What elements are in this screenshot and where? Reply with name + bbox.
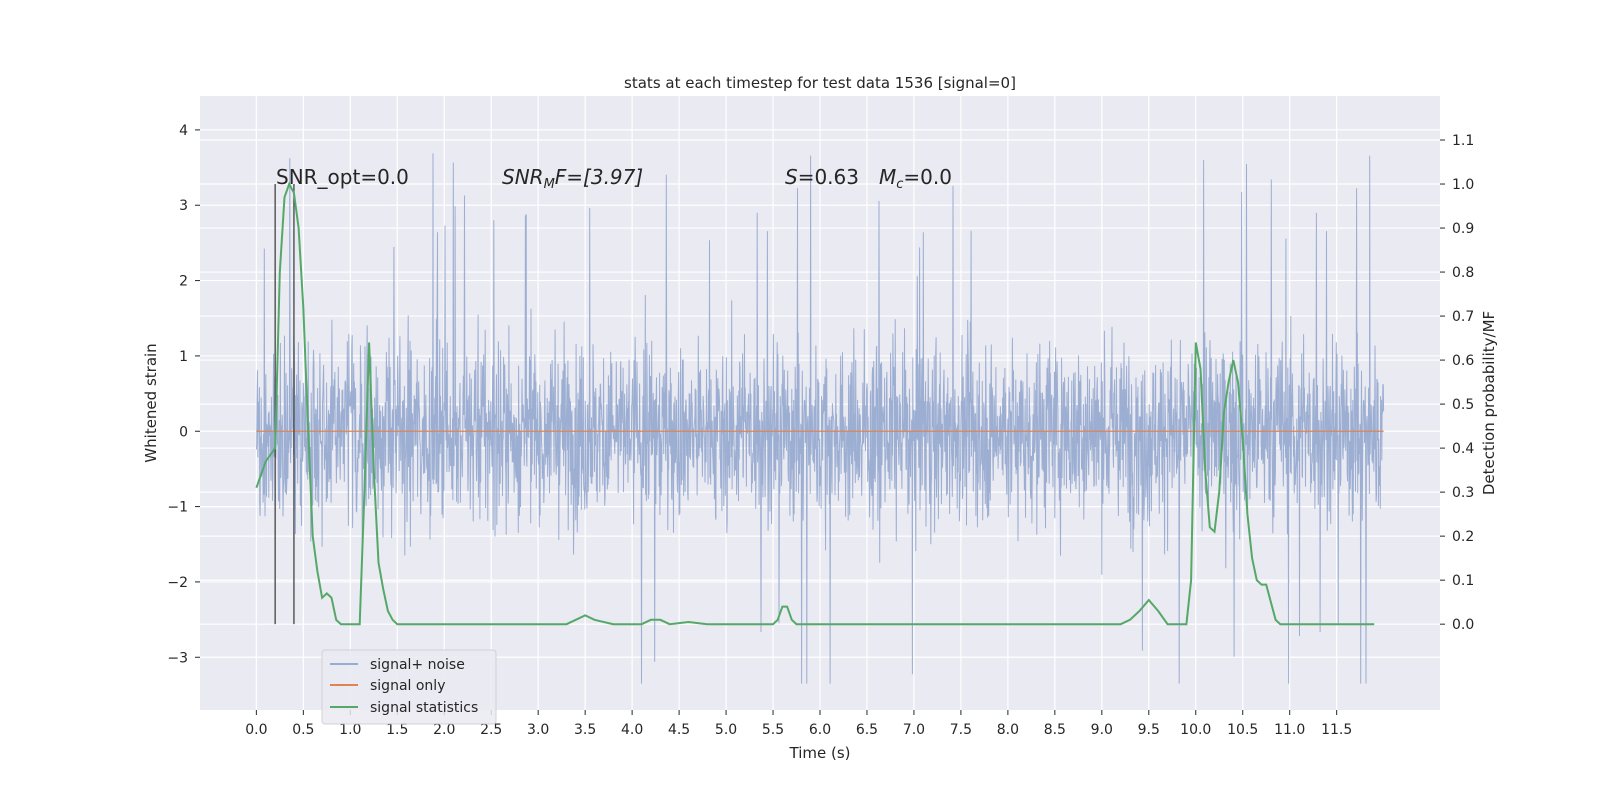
- legend-label-signal-plus-noise: signal+ noise: [370, 657, 465, 673]
- line-signal-plus-noise: [255, 153, 1385, 684]
- y-tick-label: 4: [179, 123, 188, 139]
- x-tick-label: 9.0: [1091, 722, 1113, 738]
- x-tick-label: 10.0: [1180, 722, 1211, 738]
- y-tick-label: −3: [167, 650, 188, 666]
- x-tick-label: 3.0: [527, 722, 549, 738]
- y-axis-right-title: Detection probability/MF: [1480, 311, 1498, 495]
- y-axis-right-ticks: 0.0 0.1 0.2 0.3 0.4 0.5 0.6 0.7 0.8 0.9 1.0 1.1: [1440, 133, 1474, 633]
- series-signal-plus-noise: [255, 153, 1385, 684]
- x-tick-label: 5.0: [715, 722, 737, 738]
- x-tick-label: 3.5: [574, 722, 596, 738]
- y-right-tick-label: 0.5: [1452, 397, 1474, 413]
- chart-title: stats at each timestep for test data 153…: [624, 74, 1016, 92]
- x-tick-label: 10.5: [1227, 722, 1258, 738]
- x-tick-label: 11.0: [1274, 722, 1305, 738]
- y-tick-label: 3: [179, 198, 188, 214]
- x-axis-title: Time (s): [789, 744, 851, 762]
- x-tick-label: 11.5: [1321, 722, 1352, 738]
- x-tick-label: 6.0: [809, 722, 831, 738]
- y-right-tick-label: 1.0: [1452, 177, 1474, 193]
- y-right-tick-label: 0.2: [1452, 529, 1474, 545]
- series-signal-statistics: [255, 181, 1375, 626]
- x-axis-ticks: 0.0 0.5 1.0 1.5 2.0 2.5 3.0 3.5 4.0 4.5 5.0 5.5 6.0 6…: [245, 710, 1352, 738]
- x-tick-label: 1.5: [386, 722, 408, 738]
- legend: signal+ noise signal only signal statist…: [321, 649, 497, 725]
- y-right-tick-label: 1.1: [1452, 133, 1474, 149]
- y-right-tick-label: 0.3: [1452, 485, 1474, 501]
- x-tick-label: 5.5: [762, 722, 784, 738]
- x-tick-label: 4.0: [621, 722, 643, 738]
- legend-label-signal-statistics: signal statistics: [370, 700, 478, 716]
- annotation-snr-opt: SNR_opt=0.0: [276, 165, 409, 189]
- y-right-tick-label: 0.0: [1452, 617, 1474, 633]
- x-tick-label: 8.0: [997, 722, 1019, 738]
- annotation-s: S=0.63: [785, 165, 859, 189]
- y-tick-label: 0: [179, 424, 188, 440]
- y-tick-label: 2: [179, 274, 188, 290]
- x-tick-label: 2.5: [480, 722, 502, 738]
- y-right-tick-label: 0.1: [1452, 573, 1474, 589]
- vertical-markers: [274, 184, 295, 625]
- x-tick-label: 8.5: [1044, 722, 1066, 738]
- y-axis-left-ticks: −3 −2 −1 0 1 2 3 4: [167, 123, 200, 666]
- legend-label-signal-only: signal only: [370, 678, 445, 694]
- x-tick-label: 7.5: [950, 722, 972, 738]
- y-tick-label: 1: [179, 349, 188, 365]
- x-tick-label: 7.0: [903, 722, 925, 738]
- y-axis-left-title: Whitened strain: [142, 343, 160, 462]
- x-tick-label: 6.5: [856, 722, 878, 738]
- line-signal-statistics: [255, 181, 1375, 626]
- annotation-snr-mf: SNRMF=[3.97]: [502, 165, 643, 192]
- x-tick-label: 4.5: [668, 722, 690, 738]
- x-tick-label: 1.0: [339, 722, 361, 738]
- y-tick-label: −1: [167, 500, 188, 516]
- x-tick-label: 2.0: [433, 722, 455, 738]
- x-tick-label: 9.5: [1138, 722, 1160, 738]
- x-tick-label: 0.5: [292, 722, 314, 738]
- y-right-tick-label: 0.4: [1452, 441, 1474, 457]
- y-tick-label: −2: [167, 575, 188, 591]
- y-right-tick-label: 0.8: [1452, 265, 1474, 281]
- legend-box: [321, 649, 497, 725]
- x-tick-label: 0.0: [245, 722, 267, 738]
- y-right-tick-label: 0.6: [1452, 353, 1474, 369]
- annotation-mc: Mc=0.0: [879, 165, 952, 192]
- y-right-tick-label: 0.7: [1452, 309, 1474, 325]
- y-right-tick-label: 0.9: [1452, 221, 1474, 237]
